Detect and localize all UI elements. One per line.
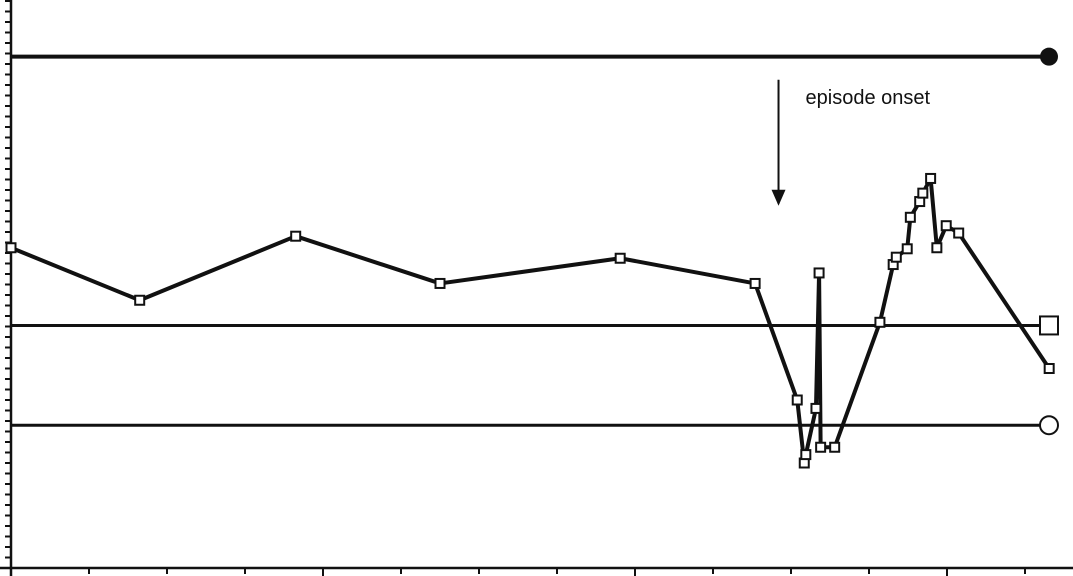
data-point xyxy=(917,187,929,199)
data-point xyxy=(1043,363,1055,374)
data-point xyxy=(5,242,17,254)
open-circle-marker xyxy=(1039,415,1059,436)
data-point xyxy=(940,220,952,232)
data-point xyxy=(904,211,916,223)
data-point xyxy=(931,242,943,254)
series-line xyxy=(10,176,1051,465)
data-point xyxy=(925,172,937,184)
data-point xyxy=(800,449,812,461)
annotation-episode-onset: episode onset xyxy=(806,87,931,109)
data-point xyxy=(134,294,146,306)
data-point xyxy=(874,316,886,328)
filled-circle-marker xyxy=(1040,47,1058,66)
data-point xyxy=(810,402,822,414)
data-point xyxy=(901,243,913,255)
data-point xyxy=(434,277,446,289)
data-point xyxy=(815,441,827,453)
series xyxy=(5,172,1055,469)
open-square-marker xyxy=(1039,315,1059,336)
data-point xyxy=(791,394,803,406)
arrow-head-icon xyxy=(771,189,786,206)
data-point xyxy=(290,230,302,242)
data-point xyxy=(953,227,965,239)
data-point xyxy=(890,251,902,263)
data-point xyxy=(749,277,761,289)
annotations: episode onset xyxy=(771,79,931,206)
data-point xyxy=(829,441,841,453)
data-point xyxy=(614,252,626,264)
data-point xyxy=(813,267,825,279)
